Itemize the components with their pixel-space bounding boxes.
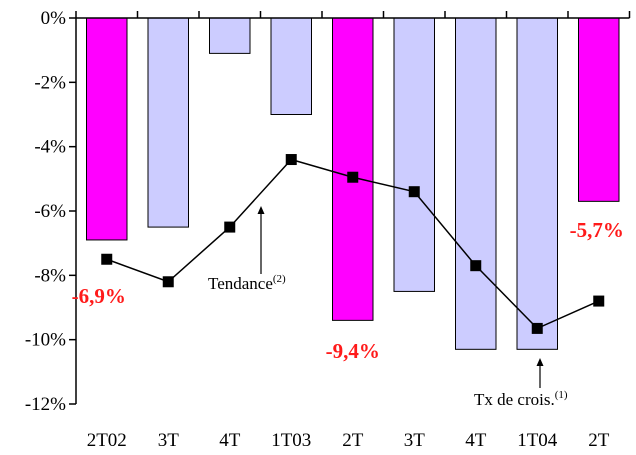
bar-4t-2	[209, 17, 251, 54]
y-tick-label: 0%	[41, 8, 67, 29]
bar-3t-5	[393, 17, 435, 292]
y-tick-label: -12%	[25, 394, 66, 415]
x-tick-label: 2T	[588, 430, 610, 451]
x-tick-label: 1T04	[517, 430, 558, 451]
annotation-arrowhead	[257, 206, 265, 214]
annotation-superscript: (2)	[273, 273, 286, 285]
x-tick-label: 3T	[158, 430, 180, 451]
trend-point	[224, 221, 236, 233]
x-tick-label: 1T03	[271, 430, 311, 451]
trend-point	[101, 253, 113, 265]
trend-point	[531, 322, 543, 334]
data-label: -6,9%	[72, 284, 126, 308]
bar-2t-4	[332, 17, 374, 321]
y-tick-label: -10%	[25, 330, 66, 351]
x-tick-label: 2T	[342, 430, 364, 451]
trend-point	[285, 154, 297, 166]
y-tick-label: -4%	[34, 137, 66, 158]
trend-point	[593, 295, 605, 307]
bar-2t-8	[578, 17, 620, 202]
bar-2t02-0	[86, 17, 128, 241]
data-label: -5,7%	[570, 218, 624, 242]
y-tick-label: -2%	[34, 72, 66, 93]
annotation-arrowhead	[536, 358, 544, 366]
bar-1t04-7	[516, 17, 558, 350]
y-tick-label: -8%	[34, 265, 66, 286]
x-tick-label: 3T	[404, 430, 426, 451]
data-label: -9,4%	[326, 339, 380, 363]
annotation-text: Tx de crois.(1)	[474, 389, 568, 409]
trend-point	[470, 260, 482, 272]
bar-1t03-3	[270, 17, 312, 115]
annotation-superscript: (1)	[555, 389, 568, 401]
x-tick-label: 4T	[219, 430, 241, 451]
x-tick-label: 4T	[465, 430, 487, 451]
bar-3t-1	[147, 17, 189, 228]
trend-point	[408, 186, 420, 198]
trend-point	[162, 276, 174, 288]
annotation-text: Tendance(2)	[208, 273, 286, 293]
y-tick-label: -6%	[34, 201, 66, 222]
x-tick-label: 2T02	[87, 430, 127, 451]
trend-point	[347, 171, 359, 183]
bar-4t-6	[455, 17, 497, 350]
